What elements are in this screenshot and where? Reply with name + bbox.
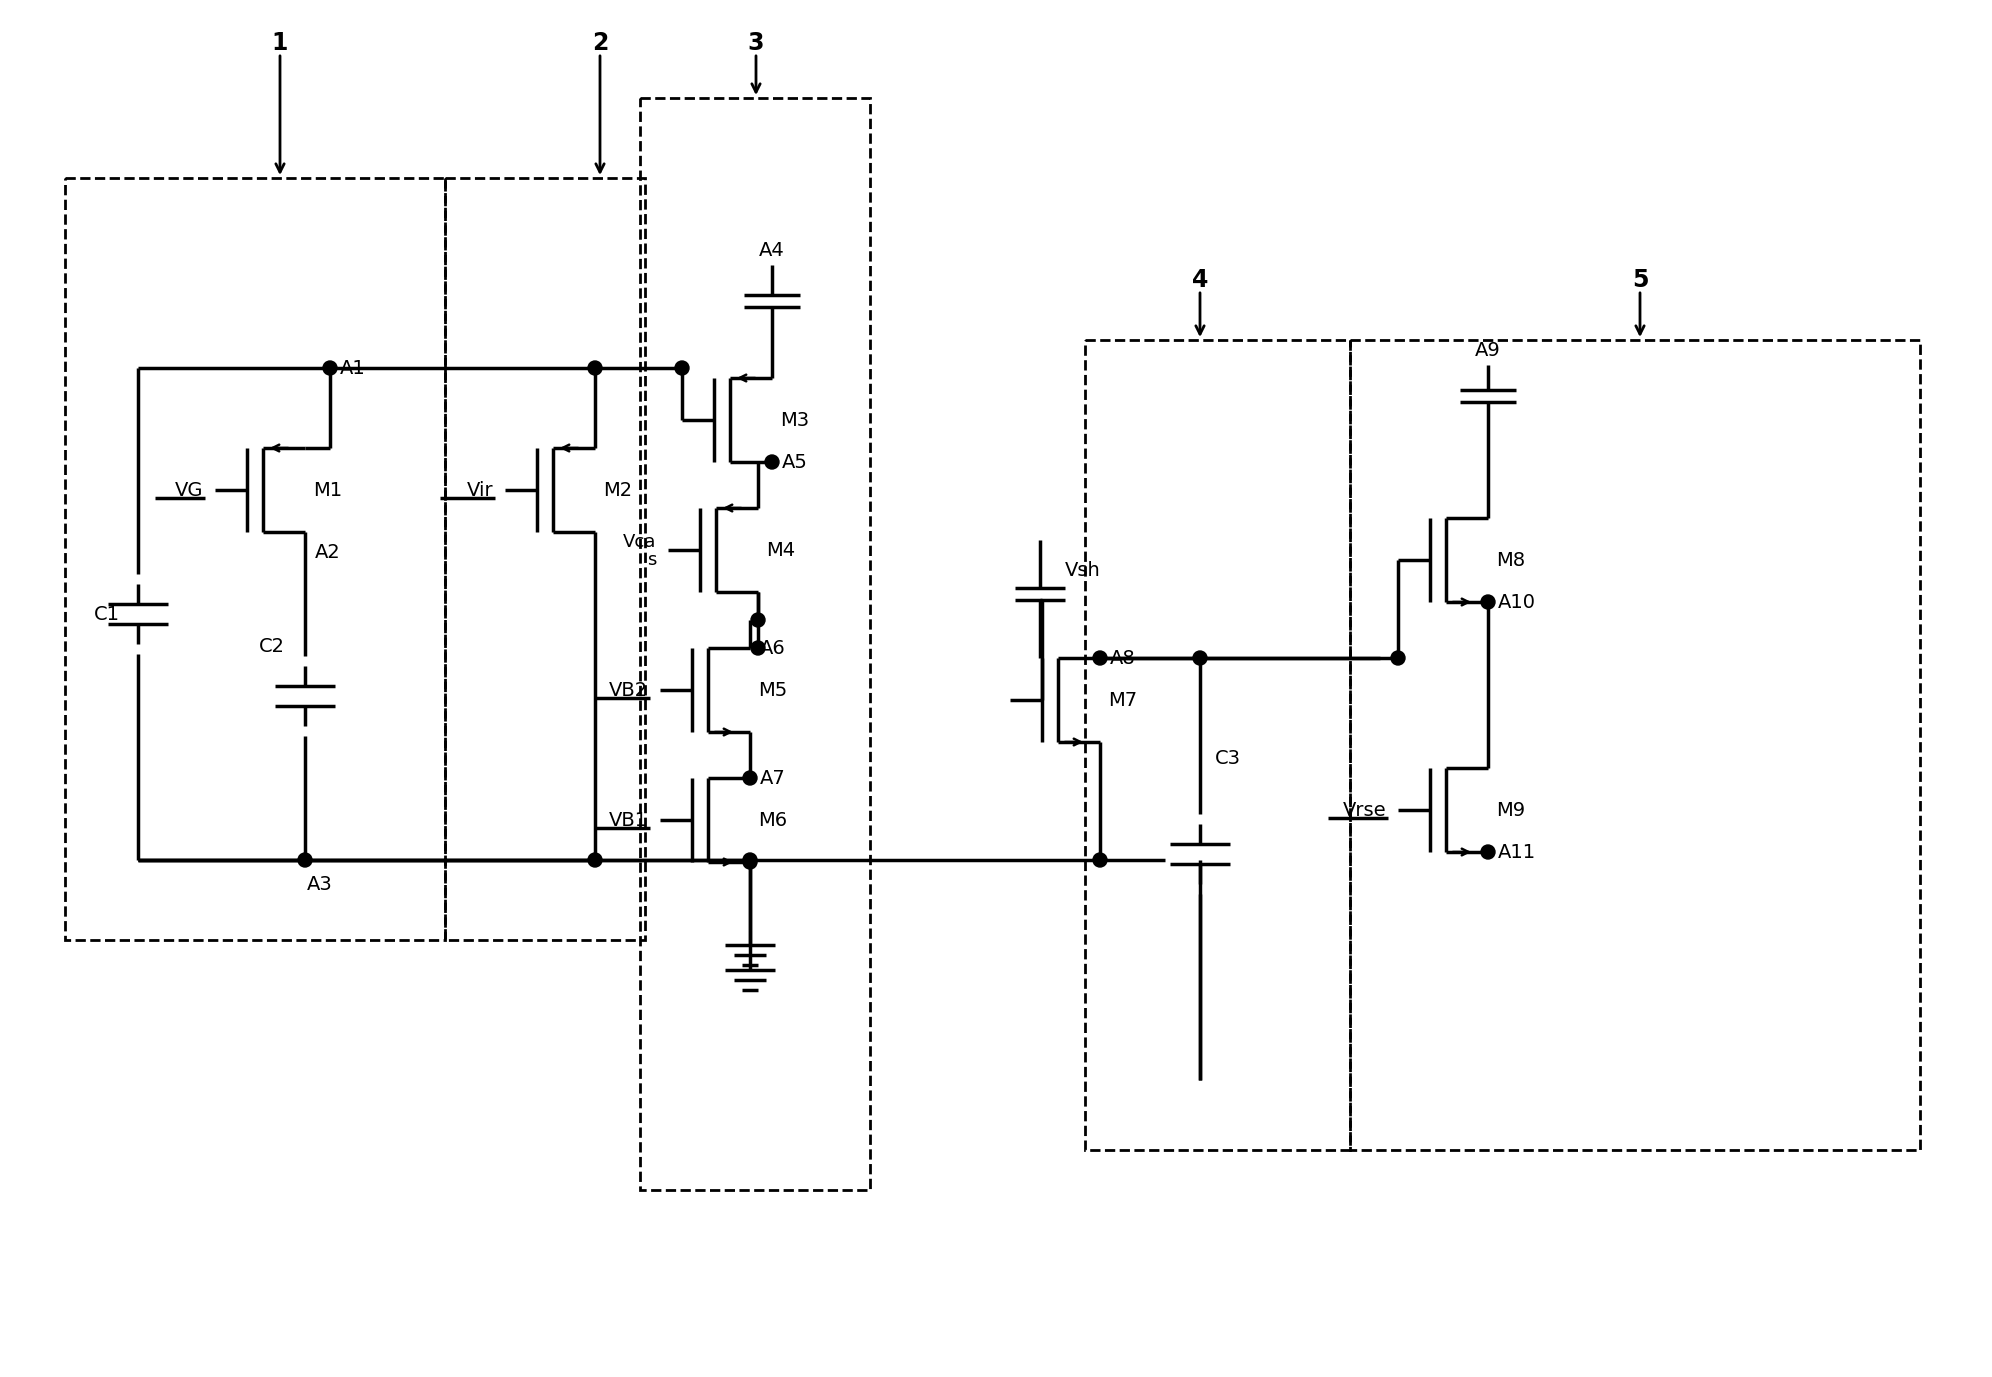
Circle shape xyxy=(743,852,757,868)
Circle shape xyxy=(751,642,765,655)
Circle shape xyxy=(1480,595,1496,609)
Text: VB1: VB1 xyxy=(610,811,647,829)
Circle shape xyxy=(1390,651,1404,665)
Text: M4: M4 xyxy=(767,541,795,559)
Circle shape xyxy=(751,613,765,627)
Text: Vir: Vir xyxy=(466,481,492,500)
Text: s: s xyxy=(647,551,655,569)
Text: Vca: Vca xyxy=(623,533,655,551)
Bar xyxy=(1351,340,1920,1150)
Text: A6: A6 xyxy=(761,639,785,657)
Text: M7: M7 xyxy=(1108,690,1137,709)
Text: A1: A1 xyxy=(341,358,367,377)
Text: 2: 2 xyxy=(592,32,608,55)
Text: C2: C2 xyxy=(259,636,285,655)
Text: A7: A7 xyxy=(761,768,785,788)
Text: M3: M3 xyxy=(781,410,809,430)
Bar xyxy=(639,98,871,1190)
Circle shape xyxy=(588,852,602,868)
Circle shape xyxy=(765,454,779,470)
Text: M2: M2 xyxy=(604,481,631,500)
Circle shape xyxy=(1480,845,1496,859)
Text: A9: A9 xyxy=(1476,340,1500,359)
Text: C3: C3 xyxy=(1215,749,1241,768)
Text: A4: A4 xyxy=(759,241,785,259)
Circle shape xyxy=(1193,651,1207,665)
Text: 5: 5 xyxy=(1631,269,1647,292)
Text: A3: A3 xyxy=(307,876,333,895)
Text: M5: M5 xyxy=(759,680,787,700)
Circle shape xyxy=(675,361,689,375)
Text: VB2: VB2 xyxy=(610,680,647,700)
Bar xyxy=(66,178,444,940)
Text: M9: M9 xyxy=(1496,800,1526,819)
Text: C1: C1 xyxy=(94,605,120,624)
Text: 3: 3 xyxy=(747,32,765,55)
Circle shape xyxy=(588,361,602,375)
Text: A11: A11 xyxy=(1498,843,1536,862)
Text: M6: M6 xyxy=(759,811,787,829)
Text: A5: A5 xyxy=(783,453,809,471)
Text: A8: A8 xyxy=(1110,649,1135,668)
Text: 4: 4 xyxy=(1191,269,1209,292)
Text: A10: A10 xyxy=(1498,592,1536,611)
Text: Vrse: Vrse xyxy=(1343,800,1386,819)
Text: VG: VG xyxy=(175,481,203,500)
Circle shape xyxy=(743,855,757,869)
Text: A2: A2 xyxy=(315,543,341,562)
Text: M1: M1 xyxy=(313,481,343,500)
Bar xyxy=(444,178,645,940)
Circle shape xyxy=(1094,852,1108,868)
Text: M8: M8 xyxy=(1496,551,1526,570)
Circle shape xyxy=(323,361,337,375)
Text: 1: 1 xyxy=(271,32,289,55)
Text: Vsh: Vsh xyxy=(1066,560,1102,580)
Circle shape xyxy=(743,771,757,785)
Circle shape xyxy=(299,852,313,868)
Bar xyxy=(1086,340,1351,1150)
Circle shape xyxy=(1094,651,1108,665)
